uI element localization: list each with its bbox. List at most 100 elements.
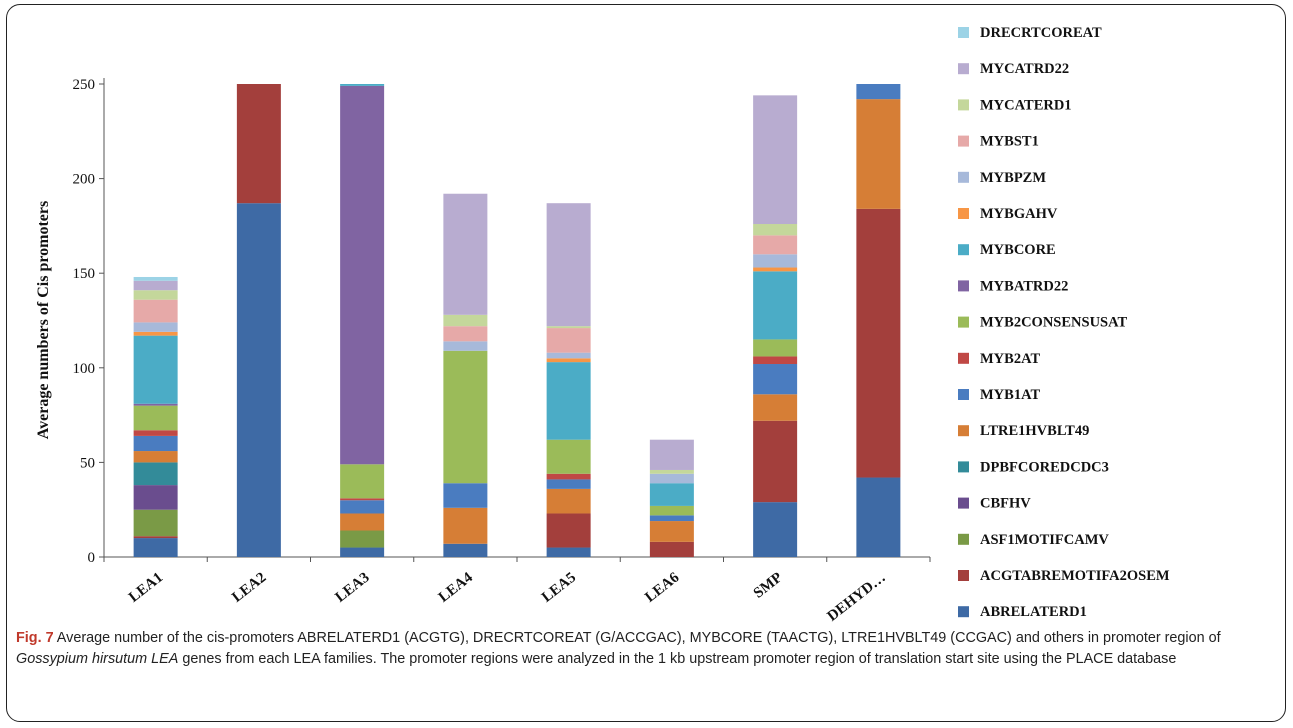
bar-segment: [546, 358, 591, 363]
legend-swatch: [958, 208, 969, 219]
bar-segment: [546, 547, 591, 557]
legend-swatch: [958, 389, 969, 400]
bar-segment: [649, 505, 694, 516]
bar-segment: [856, 477, 901, 557]
legend-swatch: [958, 533, 969, 545]
y-tick-label: 200: [73, 172, 96, 188]
bar-segment: [443, 326, 488, 342]
x-tick-label: SMP: [751, 570, 786, 602]
bar-segment: [753, 502, 798, 557]
bar-segment: [753, 339, 798, 357]
legend-label: MYBCORE: [980, 242, 1056, 258]
bar-segment: [546, 326, 591, 329]
caption-species: Gossypium hirsutum LEA: [16, 651, 179, 667]
bar-segment: [649, 473, 694, 484]
bar-segment: [443, 341, 488, 351]
x-tick-label: LEA4: [436, 569, 476, 606]
bar-segment: [133, 335, 178, 404]
x-tick-label: LEA6: [642, 569, 682, 606]
legend-swatch: [958, 497, 969, 509]
bar-segment: [133, 290, 178, 300]
figure-frame: [6, 4, 1286, 722]
legend-swatch: [958, 171, 969, 183]
bar-segment: [753, 271, 798, 340]
caption-text-2: genes from each LEA families. The promot…: [178, 651, 1177, 667]
legend-label: MYBATRD22: [980, 278, 1068, 294]
y-tick-label: 50: [80, 455, 95, 471]
bar-segment: [753, 235, 798, 255]
bar-segment: [443, 350, 488, 484]
bar-segment: [753, 267, 798, 272]
legend-label: ABRELATERD1: [980, 604, 1087, 620]
legend-label: DRECRTCOREAT: [980, 25, 1102, 41]
y-axis-label: Average numbers of Cis promoters: [35, 201, 52, 439]
legend-swatch: [958, 99, 969, 111]
bar-segment: [649, 521, 694, 542]
bar-segment: [443, 483, 488, 508]
legend-label: ACGTABREMOTIFA2OSEM: [980, 568, 1170, 584]
bar-segment: [546, 352, 591, 359]
bar-segment: [340, 84, 385, 86]
caption-text-1: Average number of the cis-promoters ABRE…: [53, 630, 1221, 646]
x-tick-label: LEA3: [333, 570, 373, 606]
legend-swatch: [958, 280, 969, 292]
bar-segment: [856, 99, 901, 209]
bar-segment: [753, 364, 798, 395]
bar-segment: [856, 208, 901, 478]
bar-segment: [133, 435, 178, 452]
bar-segment: [443, 543, 488, 557]
x-tick-label: LEA1: [126, 570, 166, 606]
bar-segment: [133, 462, 178, 486]
bar-segment: [133, 451, 178, 463]
legend-label: CBFHV: [980, 496, 1031, 512]
bar-segment: [649, 515, 694, 522]
bar-segment: [443, 314, 488, 327]
bar-segment: [753, 394, 798, 421]
legend-label: MYB1AT: [980, 387, 1040, 403]
legend-swatch: [958, 606, 969, 618]
bar-segment: [753, 420, 798, 503]
legend-swatch: [958, 461, 969, 473]
legend-label: MYBGAHV: [980, 206, 1058, 222]
bar-segment: [546, 203, 591, 327]
bar-segment: [753, 356, 798, 365]
bar-segment: [546, 479, 591, 489]
legend-label: MYBST1: [980, 134, 1039, 150]
bar-segment: [133, 536, 178, 539]
y-tick-label: 150: [73, 266, 96, 282]
chart-bars: [133, 84, 901, 558]
y-tick-label: 100: [73, 361, 96, 377]
legend-swatch: [958, 27, 969, 38]
bar-segment: [133, 430, 178, 436]
bar-segment: [443, 507, 488, 544]
x-tick-label: LEA5: [539, 570, 579, 606]
figure-caption: Fig. 7 Average number of the cis-promote…: [16, 628, 1278, 670]
bar-segment: [133, 280, 178, 291]
legend-label: LTRE1HVBLT49: [980, 423, 1089, 439]
chart-legend: DRECRTCOREAT MYCATRD22 MYCATERD1 MYBST1 MYBP…: [958, 25, 1170, 620]
legend-swatch: [958, 425, 969, 437]
x-tick-label: DEHYD…: [824, 570, 888, 625]
legend-swatch: [958, 570, 969, 581]
bar-segment: [649, 541, 694, 557]
bar-segment: [340, 513, 385, 531]
bar-segment: [546, 488, 591, 514]
bar-segment: [649, 439, 694, 470]
bar-segment: [133, 331, 178, 336]
bar-segment: [340, 464, 385, 499]
legend-label: MYCATERD1: [980, 97, 1072, 113]
y-tick-label: 0: [88, 550, 96, 566]
bar-segment: [236, 84, 281, 204]
bar-segment: [133, 405, 178, 431]
legend-label: ASF1MOTIFCAMV: [980, 532, 1109, 548]
bar-segment: [546, 473, 591, 480]
bar-segment: [236, 203, 281, 558]
bar-segment: [133, 403, 178, 406]
legend-label: MYB2CONSENSUSAT: [980, 315, 1128, 331]
bar-segment: [133, 322, 178, 332]
bar-segment: [340, 85, 385, 465]
bar-segment: [340, 547, 385, 557]
legend-label: MYCATRD22: [980, 61, 1069, 77]
bar-segment: [133, 276, 178, 281]
bar-segment: [133, 299, 178, 323]
